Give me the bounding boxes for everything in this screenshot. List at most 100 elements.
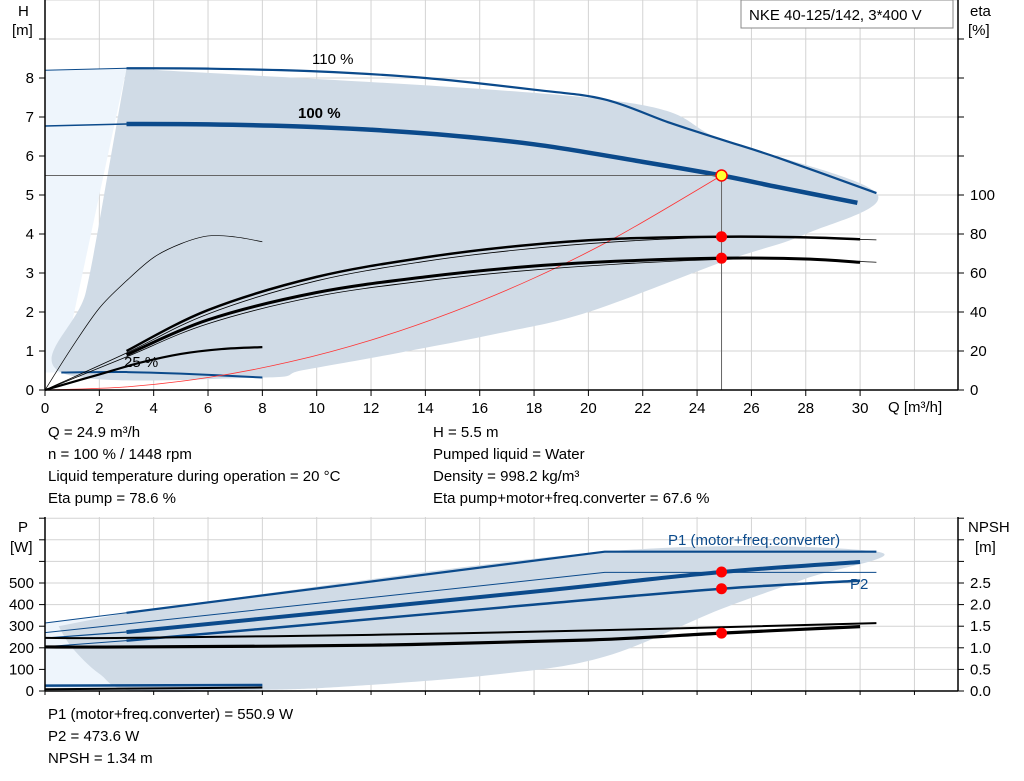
x-tick-label: 10 bbox=[308, 400, 325, 417]
info-eta-total: Eta pump+motor+freq.converter = 67.6 % bbox=[433, 490, 710, 507]
npsh-axis-unit: [m] bbox=[975, 539, 996, 556]
h-tick-label: 1 bbox=[26, 343, 34, 360]
eta-tick-label: 80 bbox=[970, 226, 987, 243]
p2-point bbox=[716, 583, 728, 595]
eta-pump-point bbox=[716, 231, 728, 243]
curve-label-110: 110 % bbox=[312, 51, 353, 68]
head-operating-area bbox=[45, 68, 879, 381]
curve-p1-100 bbox=[126, 560, 861, 635]
info-density: Density = 998.2 kg/m³ bbox=[433, 468, 580, 485]
x-tick-label: 30 bbox=[852, 400, 869, 417]
h-tick-label: 5 bbox=[26, 187, 34, 204]
p-tick-label: 400 bbox=[9, 597, 34, 614]
head-area-light bbox=[45, 68, 127, 373]
h-tick-label: 4 bbox=[26, 226, 34, 243]
power-operating-area bbox=[45, 545, 885, 693]
h-tick-label: 2 bbox=[26, 304, 34, 321]
curve-p-25 bbox=[44, 683, 263, 687]
eta-axis-label: eta bbox=[970, 3, 992, 20]
curve-h110 bbox=[126, 67, 877, 195]
curve-label-p2: P2 bbox=[850, 576, 868, 593]
npsh-tick-label: 1.0 bbox=[970, 640, 991, 657]
p-axis-unit: [W] bbox=[10, 539, 33, 556]
eta-tick-label: 20 bbox=[970, 343, 987, 360]
h-tick-label: 7 bbox=[26, 109, 34, 126]
info-right: H = 5.5 m Pumped liquid = Water Density … bbox=[433, 422, 709, 510]
npsh-tick-label: 2.0 bbox=[970, 597, 991, 614]
eta-axis-unit: [%] bbox=[968, 22, 990, 39]
h-axis-label: H bbox=[18, 3, 29, 20]
eta-total-point bbox=[716, 252, 728, 264]
curve-eta-pump-thin bbox=[44, 236, 877, 391]
curve-eta-25-pump bbox=[44, 235, 263, 391]
x-tick-label: 28 bbox=[797, 400, 814, 417]
power-area-shape bbox=[58, 545, 885, 693]
curve-system bbox=[44, 175, 722, 391]
h-tick-label: 3 bbox=[26, 265, 34, 282]
p-tick-label: 300 bbox=[9, 618, 34, 635]
h-tick-label: 0 bbox=[26, 382, 34, 399]
curve-h25 bbox=[61, 371, 263, 379]
x-tick-label: 18 bbox=[526, 400, 543, 417]
q-axis-label: Q [m³/h] bbox=[888, 399, 942, 416]
x-tick-label: 4 bbox=[150, 400, 158, 417]
eta-tick-label: 60 bbox=[970, 265, 987, 282]
info-left: Q = 24.9 m³/h n = 100 % / 1448 rpm Liqui… bbox=[48, 422, 340, 510]
eta-tick-label: 0 bbox=[970, 382, 978, 399]
curve-label-p1: P1 (motor+freq.converter) bbox=[668, 532, 840, 549]
info-p1: P1 (motor+freq.converter) = 550.9 W bbox=[48, 706, 294, 723]
npsh-tick-label: 2.5 bbox=[970, 575, 991, 592]
eta-tick-label: 40 bbox=[970, 304, 987, 321]
x-tick-label: 6 bbox=[204, 400, 212, 417]
h-tick-label: 6 bbox=[26, 148, 34, 165]
x-tick-label: 2 bbox=[95, 400, 103, 417]
info-bottom: P1 (motor+freq.converter) = 550.9 W P2 =… bbox=[48, 704, 293, 770]
info-head: H = 5.5 m bbox=[433, 424, 499, 441]
duty-point bbox=[715, 169, 728, 182]
p-tick-label: 100 bbox=[9, 661, 34, 678]
head-area-shape bbox=[51, 68, 879, 381]
curve-eta-total-thin bbox=[44, 258, 877, 391]
x-tick-label: 0 bbox=[41, 400, 49, 417]
x-tick-label: 26 bbox=[743, 400, 760, 417]
curve-h100 bbox=[126, 121, 858, 206]
npsh-tick-label: 0.5 bbox=[970, 661, 991, 678]
curve-eta-total bbox=[125, 256, 861, 357]
curve-h110-ext bbox=[44, 67, 127, 71]
info-npsh: NPSH = 1.34 m bbox=[48, 750, 153, 767]
curve-npsh-25 bbox=[44, 686, 263, 691]
curve-p1-110-ext bbox=[44, 612, 127, 624]
curve-label-100: 100 % bbox=[298, 105, 341, 122]
x-tick-label: 8 bbox=[258, 400, 266, 417]
pump-title-box bbox=[740, 0, 954, 29]
power-chart-curves bbox=[44, 550, 877, 691]
p-tick-label: 0 bbox=[26, 683, 34, 700]
curve-p1-110 bbox=[126, 550, 877, 614]
head-chart-axes: 0 2 4 6 8 10 12 14 16 18 20 22 24 26 28 300123456780204… bbox=[26, 0, 995, 417]
x-tick-label: 22 bbox=[634, 400, 651, 417]
npsh-point bbox=[716, 627, 728, 639]
npsh-tick-label: 0.0 bbox=[970, 683, 991, 700]
power-chart-axes: 0 100 200 300 400 500 0.0 0.5 1.0 1.5 2.0 2.5 bbox=[9, 517, 991, 700]
curve-p2-100 bbox=[126, 579, 861, 642]
curve-npsh-100 bbox=[44, 625, 861, 649]
curve-p2-110 bbox=[44, 571, 877, 634]
p-tick-label: 200 bbox=[9, 640, 34, 657]
h-tick-label: 8 bbox=[26, 70, 34, 87]
x-tick-label: 24 bbox=[689, 400, 706, 417]
x-tick-label: 20 bbox=[580, 400, 597, 417]
curve-h100-ext bbox=[44, 123, 127, 127]
info-eta-pump: Eta pump = 78.6 % bbox=[48, 490, 176, 507]
info-liquid: Pumped liquid = Water bbox=[433, 446, 585, 463]
h-axis-unit: [m] bbox=[12, 22, 33, 39]
info-temperature: Liquid temperature during operation = 20… bbox=[48, 468, 341, 485]
info-flow: Q = 24.9 m³/h bbox=[48, 424, 141, 441]
x-tick-label: 12 bbox=[363, 400, 380, 417]
curve-npsh-110 bbox=[44, 622, 877, 640]
npsh-axis-label: NPSH bbox=[968, 519, 1010, 536]
info-speed: n = 100 % / 1448 rpm bbox=[48, 446, 192, 463]
p1-point bbox=[716, 566, 728, 578]
curve-label-25: 25 % bbox=[124, 354, 158, 371]
info-p2: P2 = 473.6 W bbox=[48, 728, 140, 745]
